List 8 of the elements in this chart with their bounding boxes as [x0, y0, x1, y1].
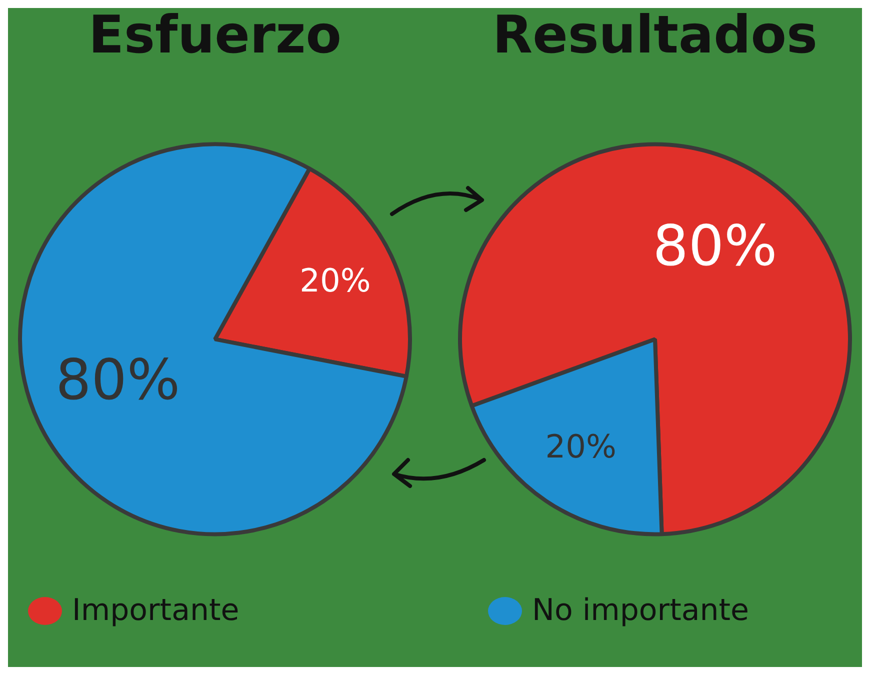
chart-title: Resultados [492, 6, 818, 66]
legend-label: Importante [72, 593, 240, 628]
data-label: 80% [652, 214, 778, 279]
data-label: 20% [300, 261, 371, 300]
data-label: 20% [545, 427, 616, 466]
data-label: 80% [56, 348, 180, 414]
legend-label: No importante [532, 593, 750, 628]
chart-title: Esfuerzo [88, 6, 342, 66]
